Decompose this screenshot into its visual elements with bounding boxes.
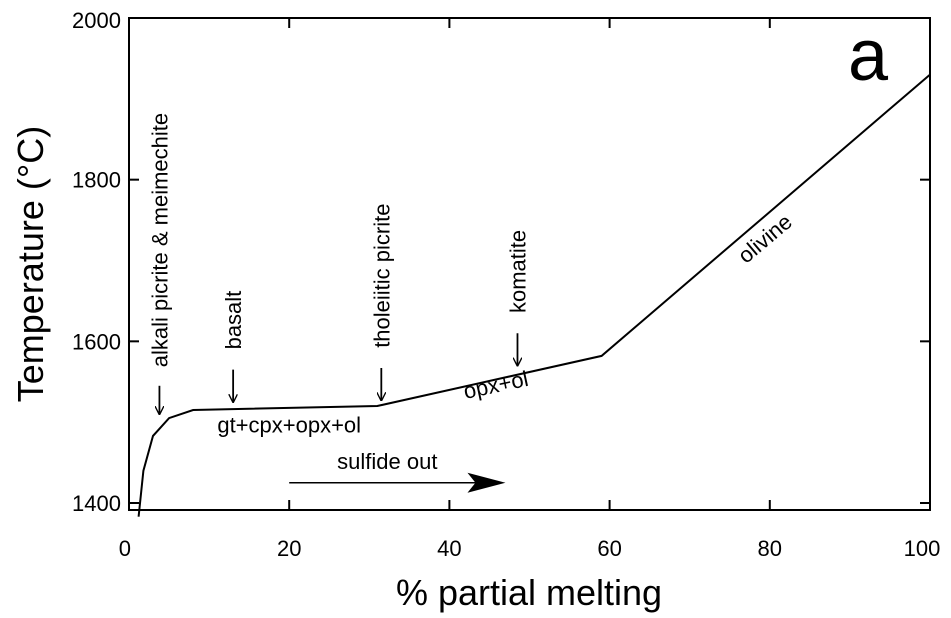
y-axis-title: Temperature (°C) bbox=[10, 126, 51, 402]
sulfide-out-arrow: sulfide out bbox=[289, 449, 506, 493]
range-arrow-label: sulfide out bbox=[337, 449, 437, 474]
annotation-label: tholeiitic picrite bbox=[369, 204, 394, 348]
annotation-label: komatite bbox=[505, 230, 530, 313]
series-lines bbox=[137, 73, 931, 517]
y-axis-ticks bbox=[129, 17, 930, 504]
x-axis-tick-labels: 0 20 40 60 80 100 bbox=[119, 536, 941, 561]
x-axis-title: % partial melting bbox=[396, 572, 662, 613]
y-tick-label: 1800 bbox=[72, 168, 121, 193]
plot-frame bbox=[128, 17, 931, 511]
x-tick-label: 40 bbox=[437, 536, 461, 561]
solidus-line bbox=[137, 73, 931, 517]
x-tick-label: 80 bbox=[758, 536, 782, 561]
x-tick-label: 100 bbox=[904, 536, 941, 561]
region-label: olivine bbox=[733, 209, 797, 268]
x-axis-ticks bbox=[128, 18, 931, 510]
annotation-label: alkali picrite & meimechite bbox=[147, 113, 172, 367]
x-tick-label: 60 bbox=[597, 536, 621, 561]
y-tick-label: 1400 bbox=[72, 491, 121, 516]
x-tick-label: 20 bbox=[277, 536, 301, 561]
x-tick-label: 0 bbox=[119, 536, 131, 561]
range-arrow-head bbox=[467, 472, 506, 493]
annotation-label: basalt bbox=[221, 291, 246, 350]
y-tick-label: 2000 bbox=[72, 8, 121, 33]
y-axis-tick-labels: 1400 1600 1800 2000 bbox=[72, 8, 121, 516]
region-label: opx+ol bbox=[461, 366, 530, 404]
arrow-annotations: alkali picrite & meimechite basalt tholeii… bbox=[147, 113, 530, 414]
y-tick-label: 1600 bbox=[72, 329, 121, 354]
panel-label: a bbox=[848, 16, 889, 96]
region-label: gt+cpx+opx+ol bbox=[217, 413, 361, 438]
